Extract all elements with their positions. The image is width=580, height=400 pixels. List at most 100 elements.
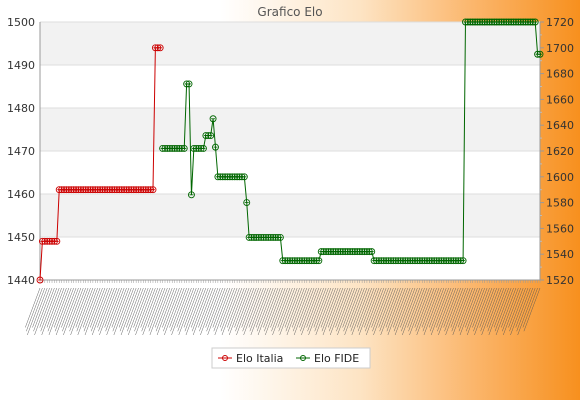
data-point [36, 276, 44, 284]
x-tick-label [364, 287, 380, 328]
x-tick-label [270, 287, 286, 328]
legend-box [211, 347, 371, 369]
x-tick-label [357, 287, 375, 332]
x-tick-label [271, 287, 288, 332]
x-tick-label [77, 287, 96, 336]
x-tick-label [89, 287, 106, 328]
x-tick-label [236, 287, 255, 336]
data-point [536, 50, 544, 58]
x-tick-label [32, 287, 48, 328]
left-tick-label: 1460 [7, 188, 35, 201]
x-tick-label [457, 287, 473, 328]
x-tick-label [68, 287, 84, 328]
x-tick-label [502, 287, 519, 332]
x-tick-label [62, 287, 79, 332]
data-point [243, 199, 251, 207]
x-tick-label [184, 287, 202, 332]
x-tick-label [278, 287, 296, 332]
x-tick-label [523, 287, 541, 332]
x-tick-label [444, 287, 461, 332]
x-tick-label [408, 287, 425, 332]
x-tick-label [472, 287, 488, 328]
x-tick-label [401, 287, 418, 332]
x-tick-label [301, 287, 320, 336]
x-tick-label [392, 287, 408, 328]
right-tick-label: 1580 [546, 197, 574, 210]
x-tick-label [82, 287, 98, 328]
x-tick-label [488, 287, 507, 336]
x-tick-label [84, 287, 103, 336]
x-tick-label [75, 287, 91, 328]
legend: Elo Italia Elo FIDE [211, 347, 371, 369]
x-tick-label [33, 287, 50, 332]
x-tick-label [26, 287, 43, 332]
x-tick-label [27, 287, 46, 336]
x-tick-label [98, 287, 115, 332]
x-tick-label [264, 287, 281, 332]
x-tick-label [142, 287, 161, 336]
x-tick-label [213, 287, 231, 332]
data-point [53, 237, 61, 245]
x-tick-label [422, 287, 440, 332]
x-tick-label [510, 287, 529, 336]
x-tick-label [443, 287, 459, 328]
data-point [185, 80, 193, 88]
left-tick-label: 1450 [7, 231, 35, 244]
x-tick-label [437, 287, 454, 332]
x-tick-label [350, 287, 368, 332]
x-tick-label [284, 287, 300, 328]
x-tick-label [285, 287, 303, 332]
x-tick-label [474, 287, 493, 336]
x-tick-label [299, 287, 315, 328]
x-tick-label [436, 287, 452, 328]
x-tick-label [162, 287, 178, 328]
x-tick-label [438, 287, 457, 336]
right-tick-label: 1700 [546, 42, 574, 55]
x-tick-label [249, 287, 267, 332]
x-tick-label [344, 287, 363, 336]
x-tick-label [170, 287, 187, 332]
x-tick-label [169, 287, 185, 328]
x-tick-label [235, 287, 252, 332]
grid-band [40, 108, 540, 151]
x-tick-label [104, 287, 120, 328]
x-tick-label [199, 287, 216, 332]
left-tick-label: 1500 [7, 16, 35, 29]
x-tick-label [265, 287, 283, 336]
x-tick-label [445, 287, 464, 336]
x-tick-label [415, 287, 433, 332]
left-tick-label: 1490 [7, 59, 35, 72]
data-point [156, 44, 164, 52]
x-tick-label [191, 287, 209, 332]
x-tick-label [92, 287, 110, 336]
x-tick-label [385, 287, 401, 328]
x-tick-label [428, 287, 445, 328]
x-tick-label [516, 287, 533, 332]
x-tick-label [343, 287, 360, 332]
data-point [368, 248, 376, 256]
x-tick-label [467, 287, 485, 336]
x-tick-label [479, 287, 495, 328]
x-tick-label [141, 287, 158, 332]
x-tick-label [250, 287, 269, 336]
x-tick-label [83, 287, 101, 332]
x-tick-label [155, 287, 173, 332]
x-tick-label [127, 287, 144, 332]
legend-marker [222, 355, 228, 361]
x-tick-label [178, 287, 197, 336]
series-elo-fide [159, 18, 544, 265]
x-tick-label [205, 287, 221, 328]
x-tick-label [379, 287, 396, 332]
data-point [315, 257, 323, 265]
x-tick-label [402, 287, 421, 336]
x-tick-label [185, 287, 204, 336]
x-tick-label [387, 287, 406, 336]
x-tick-label [112, 287, 130, 332]
x-tick-label [308, 287, 327, 336]
x-tick-label [481, 287, 500, 336]
x-tick-label [135, 287, 154, 336]
x-tick-label [140, 287, 156, 328]
x-tick-label [522, 287, 538, 328]
x-tick-label [70, 287, 89, 336]
x-tick-label [40, 287, 58, 332]
